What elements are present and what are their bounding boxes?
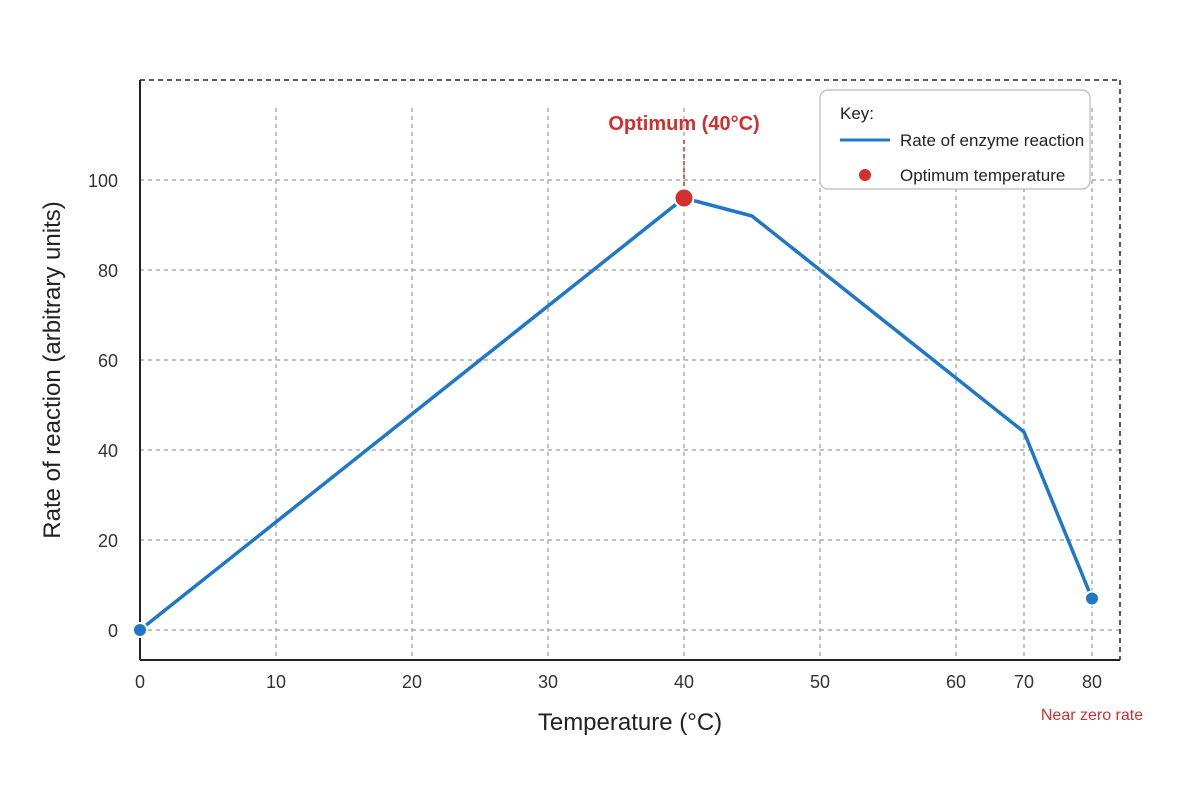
- legend: Key: Rate of enzyme reaction Optimum tem…: [819, 89, 1091, 190]
- x-tick-label: 50: [810, 672, 830, 692]
- x-tick-label: 30: [538, 672, 558, 692]
- x-tick-label: 40: [674, 672, 694, 692]
- y-tick-label: 60: [98, 351, 118, 371]
- y-tick-label: 80: [98, 261, 118, 281]
- legend-line-label: Rate of enzyme reaction: [900, 131, 1084, 150]
- axis-ticks: 0 10 20 30 40 50 60 70 80 0 20 40 60 80 100: [88, 171, 1102, 692]
- legend-box: [819, 89, 1091, 190]
- end-annotation: Near zero rate: [1041, 707, 1143, 724]
- x-tick-label: 0: [135, 672, 145, 692]
- y-axis-title: Rate of reaction (arbitrary units): [39, 201, 66, 538]
- series-layer: [132, 187, 1100, 638]
- legend-dot-label: Optimum temperature: [900, 166, 1065, 185]
- x-tick-label: 10: [266, 672, 286, 692]
- grid-lines: [140, 108, 1120, 660]
- legend-dot-swatch: [859, 169, 871, 181]
- y-tick-label: 0: [108, 621, 118, 641]
- x-tick-label: 60: [946, 672, 966, 692]
- optimum-annotation: Optimum (40°C): [608, 113, 759, 135]
- y-tick-label: 100: [88, 171, 118, 191]
- series-endpoint-marker: [132, 622, 148, 638]
- legend-title: Key:: [840, 104, 874, 123]
- x-tick-label: 20: [402, 672, 422, 692]
- series-endpoint-marker: [1084, 590, 1100, 607]
- x-tick-label: 80: [1082, 672, 1102, 692]
- x-tick-label: 70: [1014, 672, 1034, 692]
- x-axis-title: Temperature (°C): [538, 709, 722, 736]
- series-line: [138, 196, 1094, 632]
- y-tick-label: 20: [98, 531, 118, 551]
- optimum-point: [673, 187, 695, 209]
- y-tick-label: 40: [98, 441, 118, 461]
